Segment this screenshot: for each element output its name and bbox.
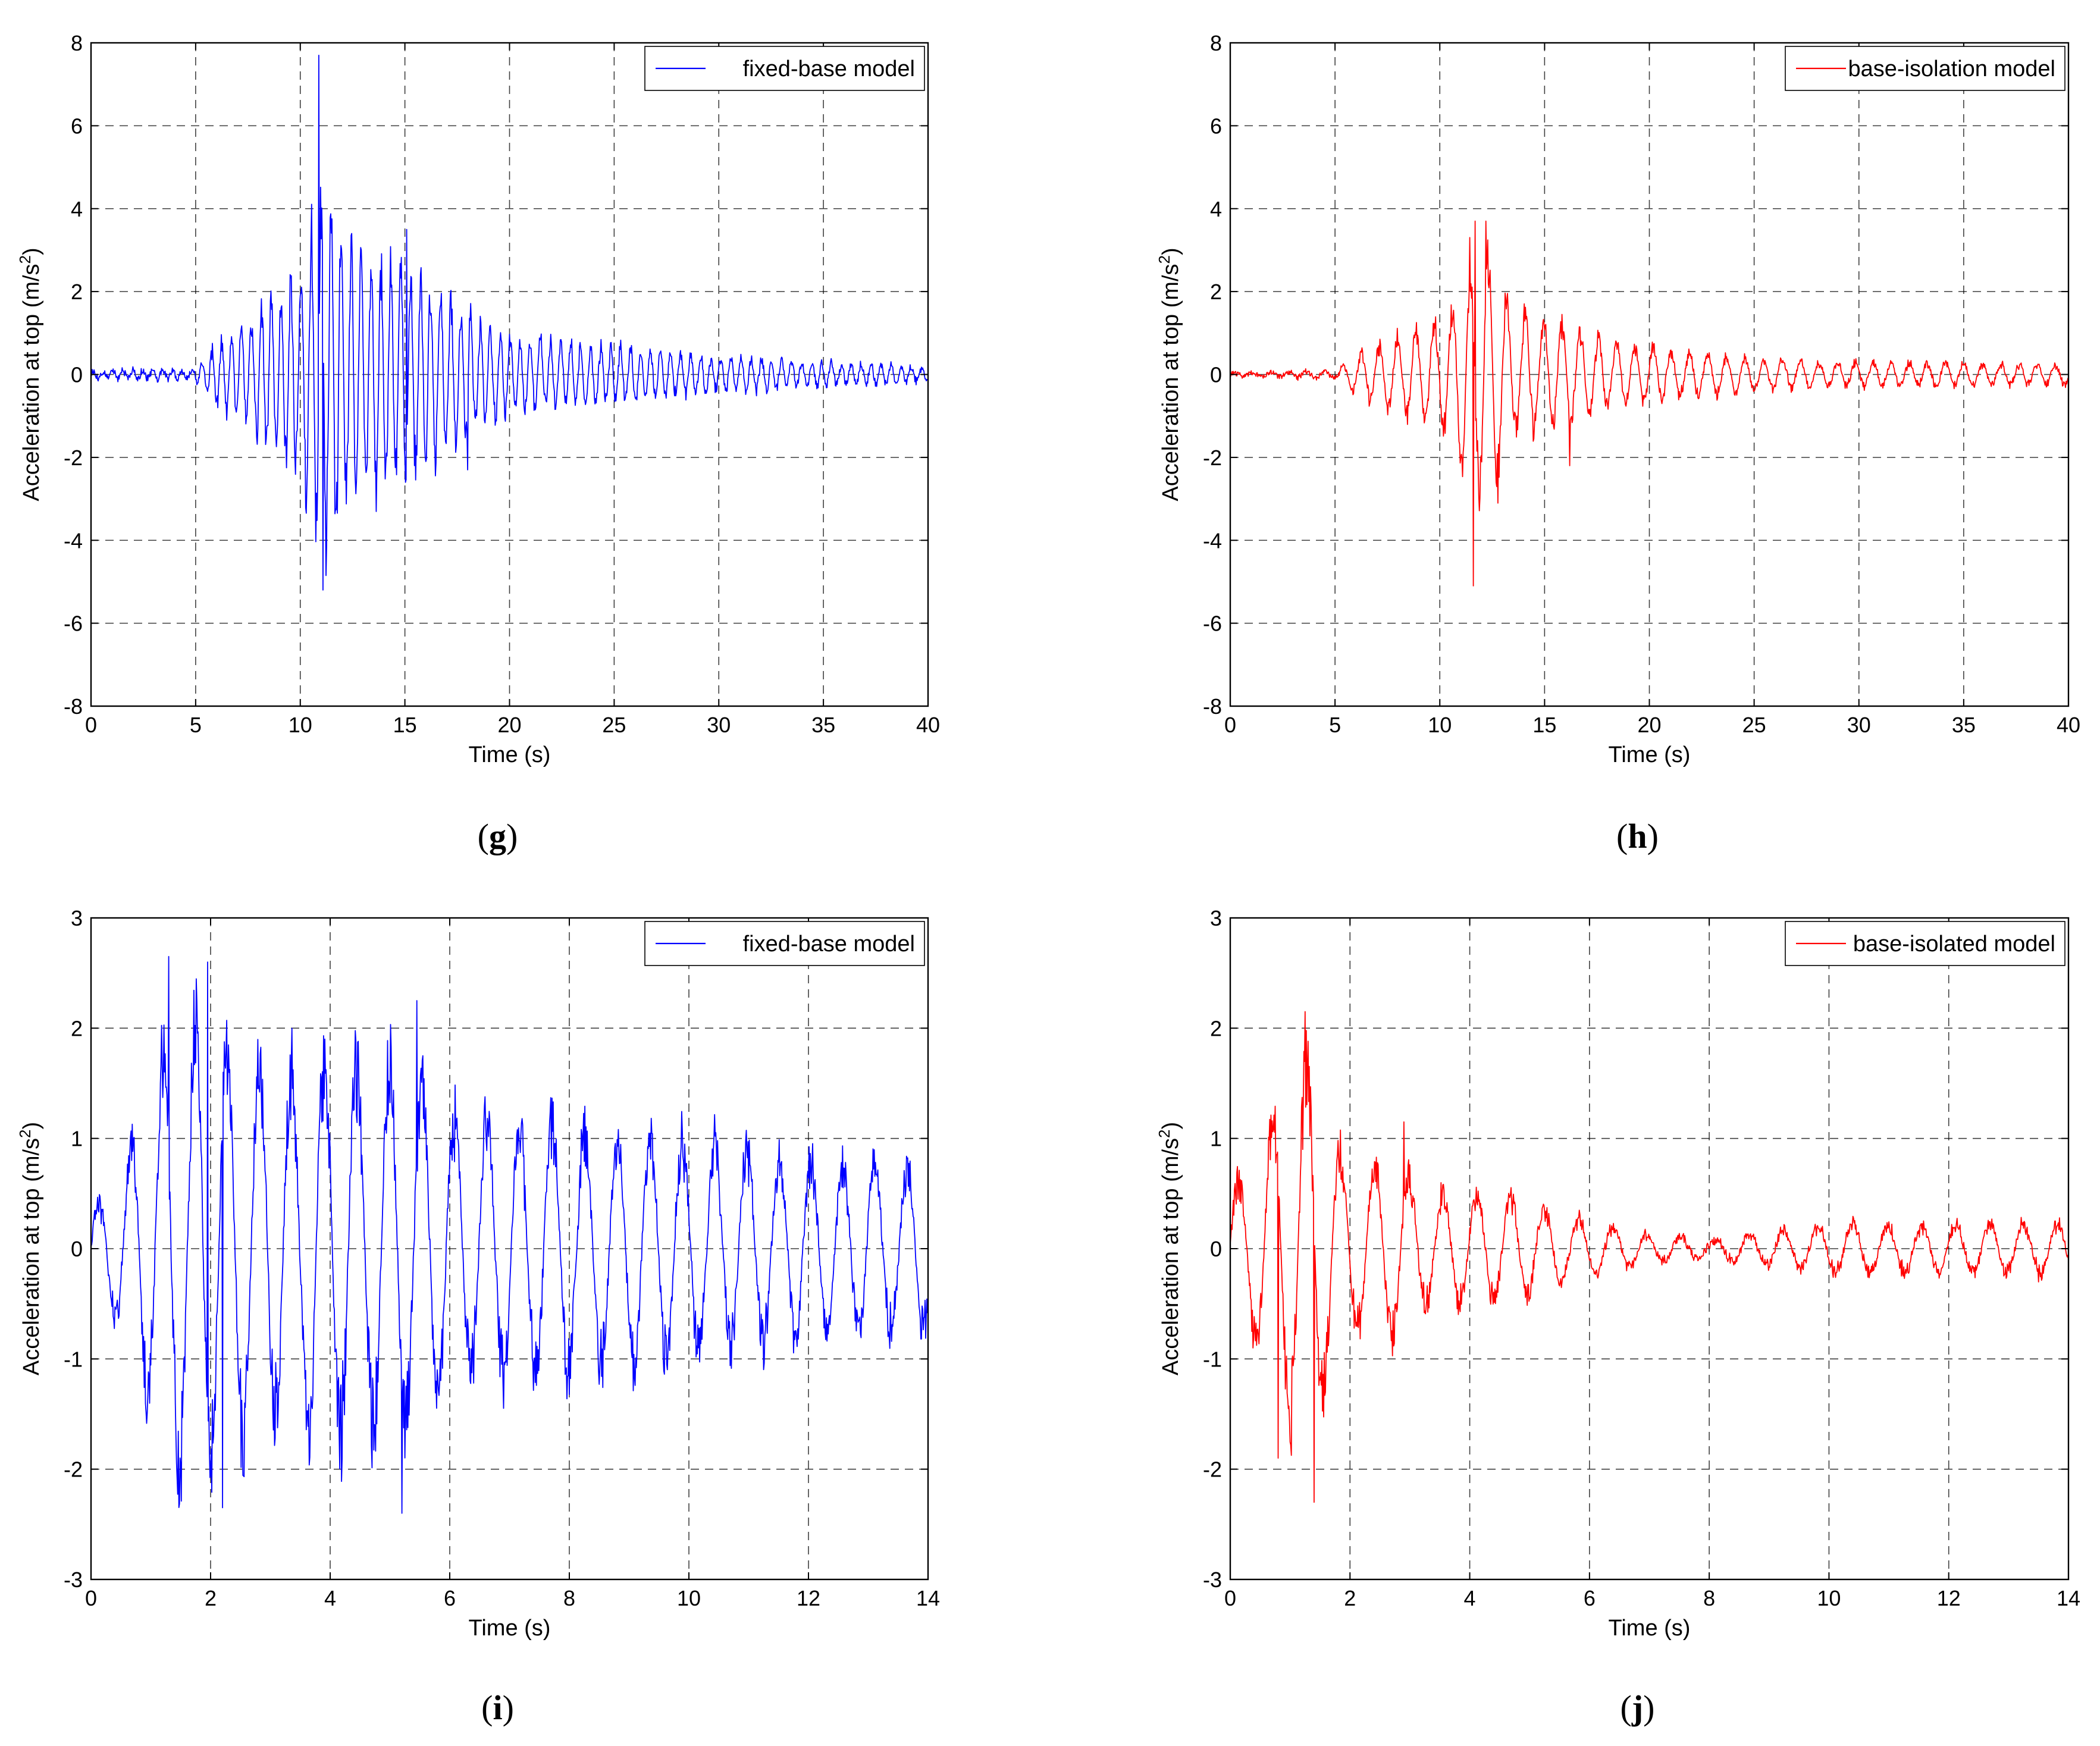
y-tick-label: 2	[71, 280, 83, 304]
y-tick-label: -8	[1203, 694, 1222, 719]
y-tick-label: 0	[71, 1237, 83, 1261]
y-tick-label: 1	[1210, 1127, 1222, 1151]
y-tick-label: -2	[1203, 446, 1222, 470]
x-tick-label: 8	[1703, 1586, 1715, 1610]
x-tick-label: 35	[811, 713, 835, 737]
panel-h: 0 5 10 15 20 25 30 35 40 -8 -6 -4 -2 0 2 4 6 8 Time (s) Acc…	[1155, 31, 2080, 855]
y-axis-title: Acceleration at top (m/s2)	[1155, 247, 1183, 501]
y-tick-label: 4	[1210, 197, 1222, 221]
x-tick-label: 0	[1224, 713, 1236, 737]
x-tick-label: 14	[916, 1586, 940, 1610]
x-axis-title: Time (s)	[469, 1616, 551, 1641]
legend-label: fixed-base model	[743, 932, 915, 957]
x-tick-label: 20	[1637, 713, 1661, 737]
panel-caption: (h)	[1616, 817, 1659, 855]
y-tick-label: -1	[1203, 1347, 1222, 1371]
y-tick-label: -4	[64, 528, 83, 553]
x-tick-label: 30	[707, 713, 731, 737]
x-tick-label: 8	[563, 1586, 575, 1610]
y-tick-label: -8	[64, 694, 83, 719]
y-tick-label: 3	[71, 906, 83, 930]
panel-g: 0 5 10 15 20 25 30 35 40 -8 -6 -4 -2 0 2 4 6 8 Time (s) Acc…	[16, 31, 940, 855]
y-tick-label: 8	[71, 31, 83, 55]
legend-label: base-isolation model	[1848, 57, 2055, 81]
y-tick-label: 6	[1210, 114, 1222, 138]
y-tick-label: 6	[71, 114, 83, 138]
y-tick-label: -6	[1203, 612, 1222, 636]
x-tick-label: 14	[2057, 1586, 2080, 1610]
x-tick-label: 25	[1742, 713, 1766, 737]
y-tick-label: 3	[1210, 906, 1222, 930]
y-tick-label: 0	[1210, 363, 1222, 387]
x-tick-label: 6	[1584, 1586, 1596, 1610]
x-tick-label: 0	[1224, 1586, 1236, 1610]
x-tick-label: 4	[324, 1586, 336, 1610]
y-tick-label: -2	[64, 1457, 83, 1482]
series-line-g	[91, 55, 928, 591]
x-tick-label: 40	[916, 713, 940, 737]
y-tick-label: -2	[64, 446, 83, 470]
x-tick-label: 15	[1532, 713, 1556, 737]
y-tick-label: -4	[1203, 528, 1222, 553]
panel-caption: (j)	[1621, 1688, 1655, 1727]
x-tick-label: 4	[1464, 1586, 1476, 1610]
x-tick-label: 10	[289, 713, 312, 737]
x-tick-label: 2	[1344, 1586, 1356, 1610]
x-tick-label: 30	[1847, 713, 1871, 737]
y-tick-label: -6	[64, 612, 83, 636]
y-tick-label: 0	[71, 363, 83, 387]
x-axis-title: Time (s)	[469, 742, 551, 767]
y-tick-label: 2	[1210, 1016, 1222, 1040]
series-line-h	[1230, 220, 2068, 587]
y-tick-label: -2	[1203, 1457, 1222, 1482]
y-tick-label: 1	[71, 1127, 83, 1151]
y-axis-title: Acceleration at top (m/s2)	[16, 247, 44, 501]
x-axis-title: Time (s)	[1609, 742, 1691, 767]
x-tick-label: 5	[1329, 713, 1341, 737]
legend: fixed-base model	[644, 46, 925, 91]
y-axis-title: Acceleration at top (m/s2)	[16, 1122, 44, 1375]
y-tick-label: -3	[64, 1568, 83, 1592]
x-tick-label: 40	[2057, 713, 2080, 737]
y-tick-label: 0	[1210, 1237, 1222, 1261]
legend-label: base-isolated model	[1853, 932, 2055, 957]
x-tick-label: 5	[190, 713, 202, 737]
panel-caption: (i)	[481, 1688, 514, 1727]
x-axis-title: Time (s)	[1609, 1616, 1691, 1641]
y-tick-label: -1	[64, 1347, 83, 1371]
x-tick-label: 6	[444, 1586, 456, 1610]
legend: fixed-base model	[644, 921, 925, 966]
x-tick-label: 0	[85, 1586, 97, 1610]
y-tick-label: 2	[1210, 280, 1222, 304]
x-tick-label: 35	[1952, 713, 1976, 737]
x-tick-label: 15	[393, 713, 417, 737]
series-line-j	[1230, 1011, 2068, 1503]
y-tick-label: 2	[71, 1016, 83, 1040]
x-tick-label: 12	[1937, 1586, 1961, 1610]
y-axis-title: Acceleration at top (m/s2)	[1155, 1122, 1183, 1375]
x-tick-label: 0	[85, 713, 97, 737]
x-tick-label: 25	[602, 713, 626, 737]
x-tick-label: 12	[797, 1586, 820, 1610]
x-tick-label: 10	[677, 1586, 701, 1610]
y-tick-label: 4	[71, 197, 83, 221]
y-tick-label: 8	[1210, 31, 1222, 55]
legend: base-isolation model	[1785, 46, 2065, 91]
x-tick-label: 10	[1428, 713, 1452, 737]
y-tick-label: -3	[1203, 1568, 1222, 1592]
legend-label: fixed-base model	[743, 57, 915, 81]
x-tick-label: 2	[205, 1586, 217, 1610]
x-tick-label: 10	[1817, 1586, 1841, 1610]
x-tick-label: 20	[497, 713, 521, 737]
panel-caption: (g)	[478, 817, 518, 855]
legend: base-isolated model	[1785, 921, 2065, 966]
series-line-i	[91, 956, 928, 1514]
